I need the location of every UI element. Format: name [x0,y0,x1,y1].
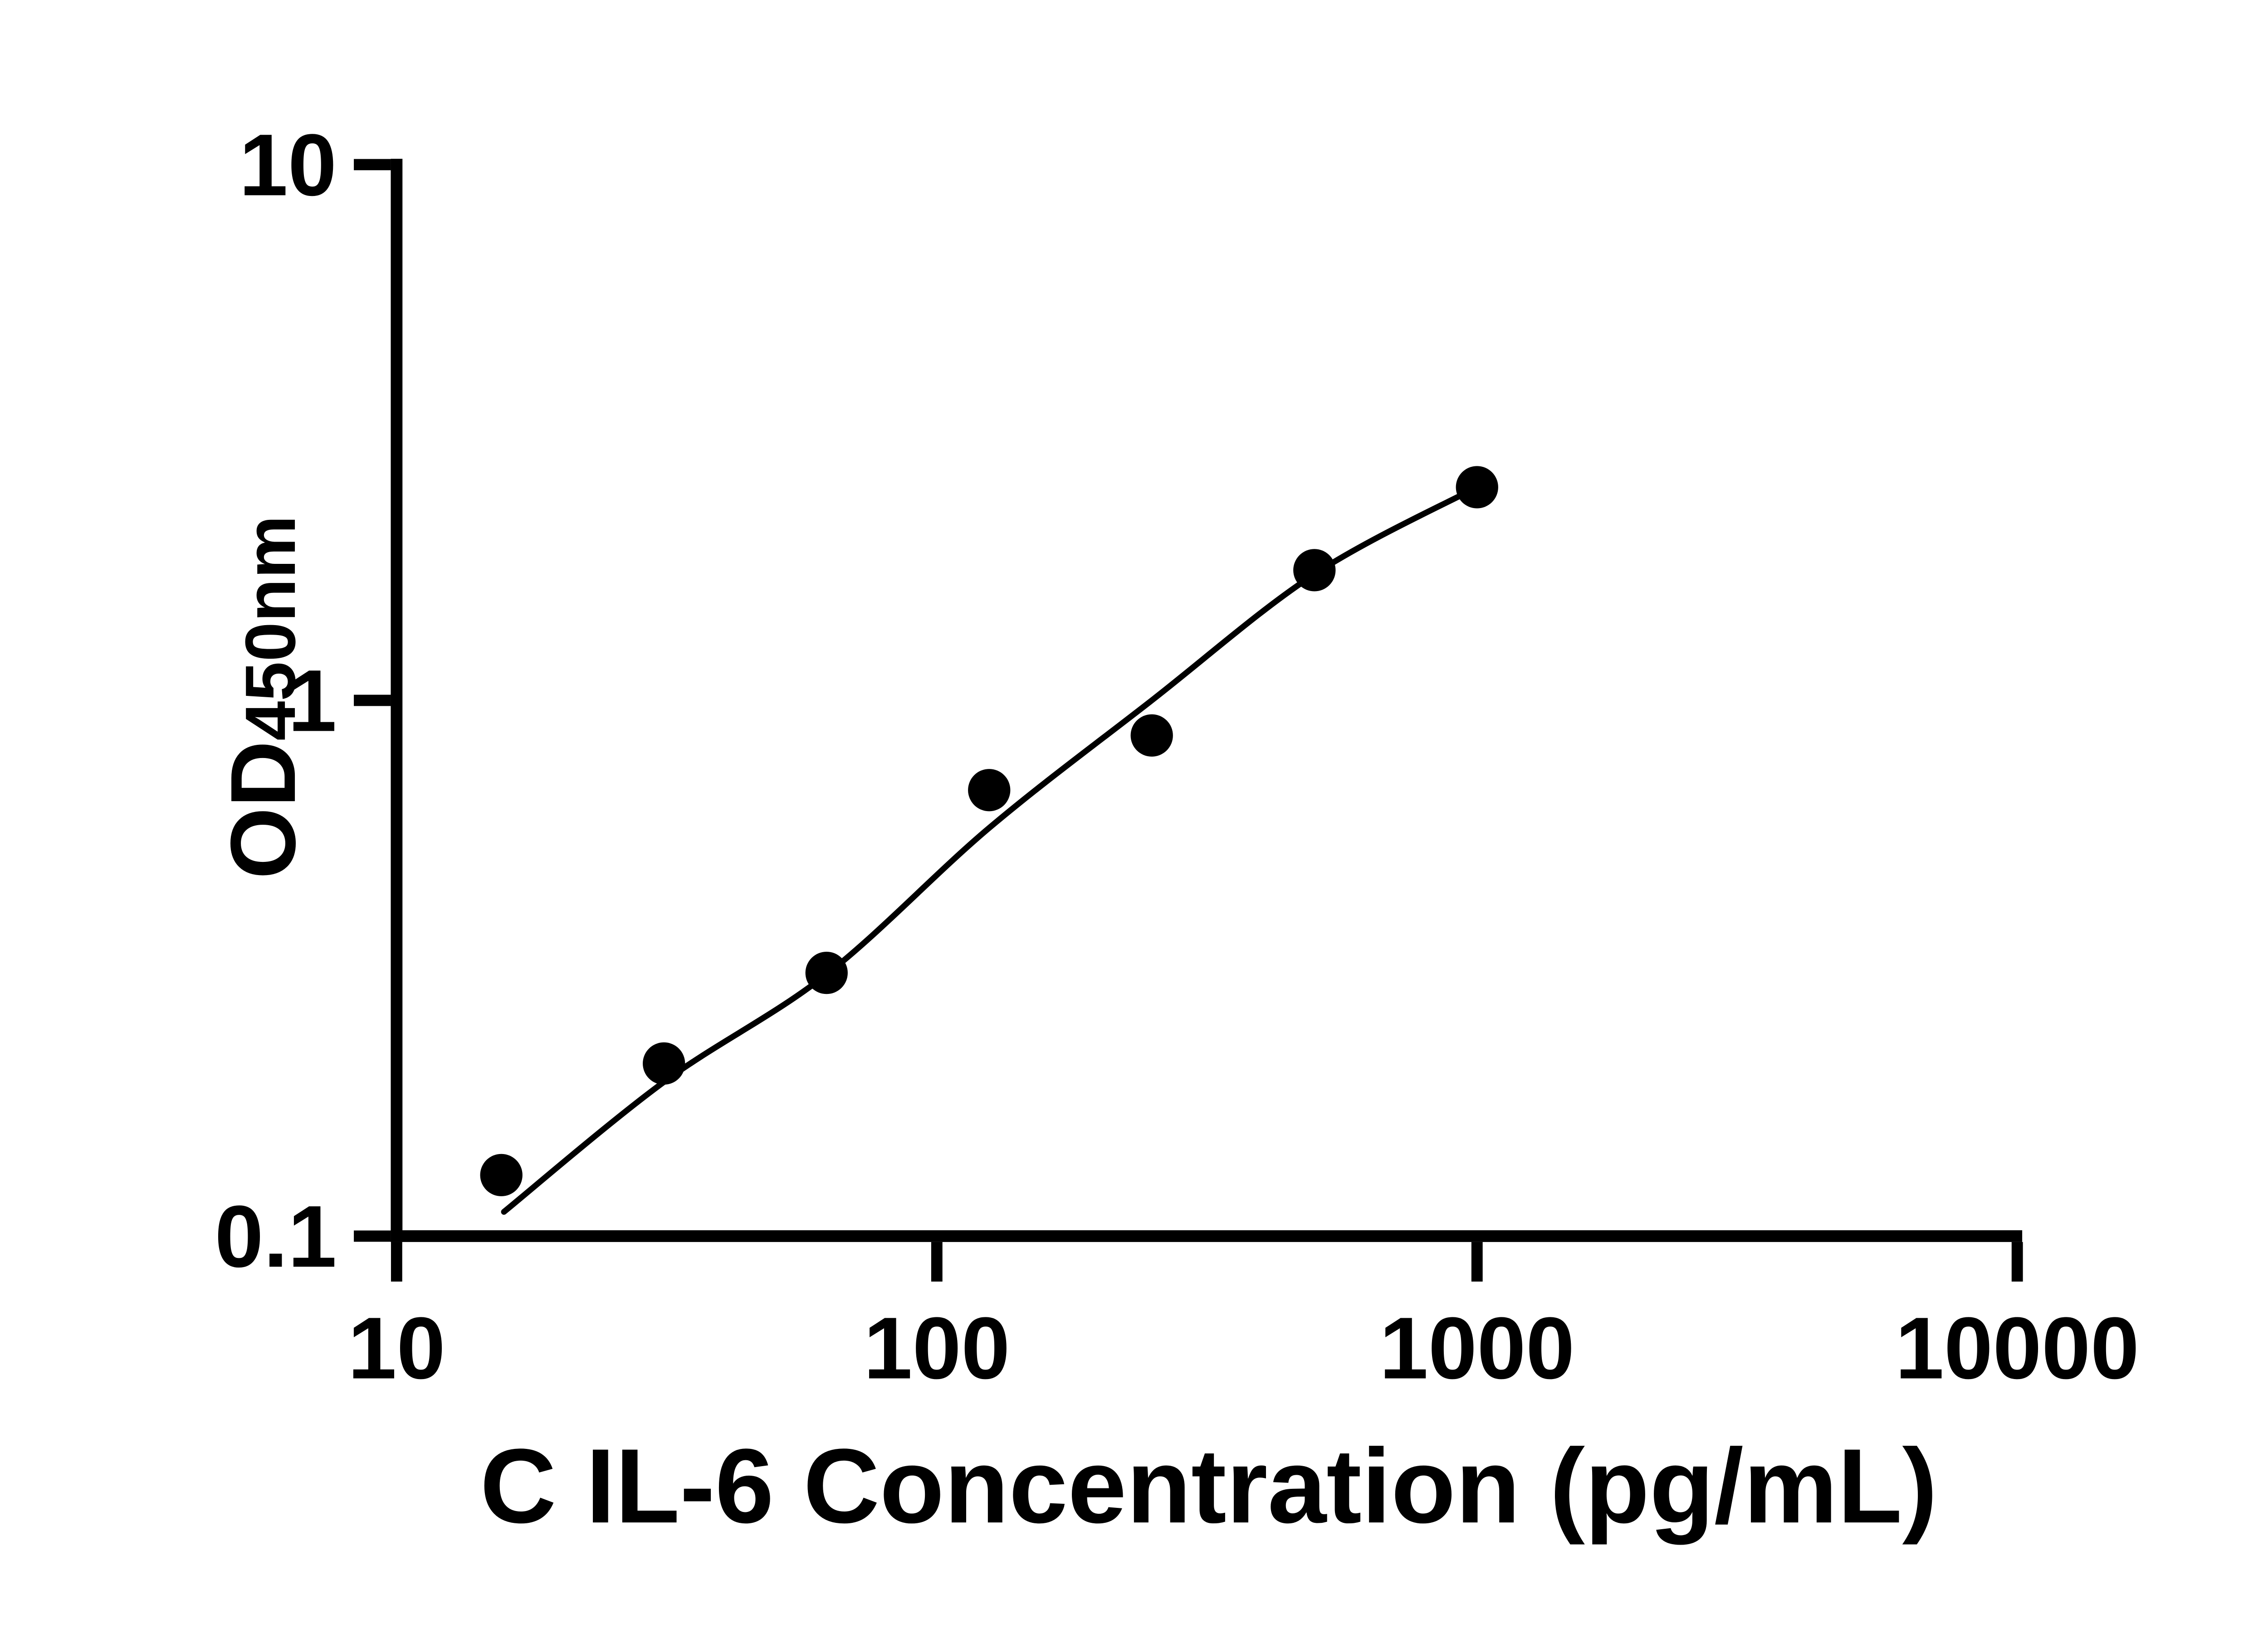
x-tick-label: 100 [864,1300,1010,1398]
x-tick-label: 10 [348,1300,445,1398]
data-point [805,952,848,994]
data-point [1456,466,1498,509]
x-tick-label: 1000 [1379,1300,1575,1398]
x-tick-label: 10000 [1895,1300,2139,1398]
data-point [1130,714,1173,757]
axes: 0.1 1 10 10 100 1000 10000 [215,116,2139,1397]
y-axis-title-main: OD [212,741,315,879]
fit-curve [501,484,1480,1215]
fit-curve-group [501,484,1480,1215]
data-point [1293,549,1336,592]
y-tick-label: 10 [239,116,337,214]
y-tick-label: 1 [288,652,337,750]
data-point [968,769,1011,812]
x-axis-ticks: 10 100 1000 10000 [348,1242,2139,1398]
data-points-group [480,466,1498,1197]
y-axis-title: OD450nm [212,515,315,879]
y-tick-label: 0.1 [215,1188,337,1286]
y-axis-title-sub: 450nm [231,515,310,741]
y-axis-ticks: 0.1 1 10 [215,116,391,1286]
data-point [643,1042,685,1085]
x-axis-title: C IL-6 Concentration (pg/mL) [480,1427,1937,1545]
data-point [480,1154,523,1197]
